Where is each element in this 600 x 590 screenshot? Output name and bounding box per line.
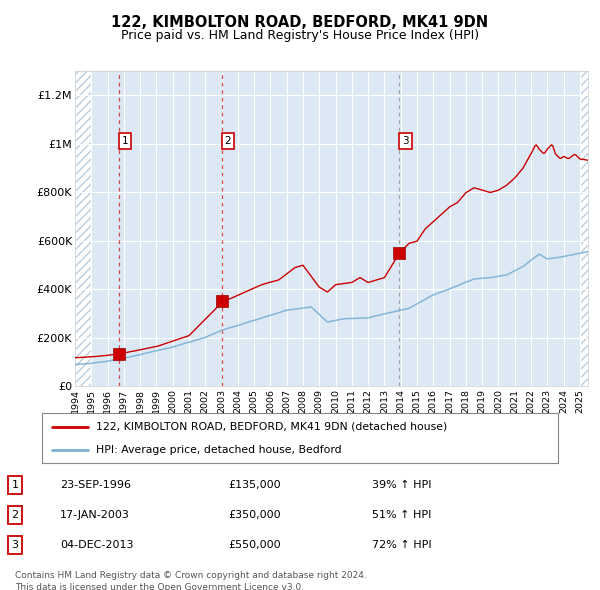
Text: 1: 1 — [122, 136, 128, 146]
Text: 3: 3 — [402, 136, 409, 146]
Bar — [580, 71, 588, 386]
Text: 17-JAN-2003: 17-JAN-2003 — [60, 510, 130, 520]
Text: 122, KIMBOLTON ROAD, BEDFORD, MK41 9DN (detached house): 122, KIMBOLTON ROAD, BEDFORD, MK41 9DN (… — [96, 421, 448, 431]
Text: 1: 1 — [11, 480, 19, 490]
Text: 72% ↑ HPI: 72% ↑ HPI — [372, 540, 431, 550]
Text: 3: 3 — [11, 540, 19, 550]
Text: 2: 2 — [11, 510, 19, 520]
Text: Contains HM Land Registry data © Crown copyright and database right 2024.: Contains HM Land Registry data © Crown c… — [15, 571, 367, 580]
Text: 04-DEC-2013: 04-DEC-2013 — [60, 540, 133, 550]
Text: Price paid vs. HM Land Registry's House Price Index (HPI): Price paid vs. HM Land Registry's House … — [121, 30, 479, 42]
Text: HPI: Average price, detached house, Bedford: HPI: Average price, detached house, Bedf… — [96, 445, 342, 455]
Text: £135,000: £135,000 — [228, 480, 281, 490]
Text: £550,000: £550,000 — [228, 540, 281, 550]
Bar — [75, 71, 91, 386]
Text: 23-SEP-1996: 23-SEP-1996 — [60, 480, 131, 490]
Text: 122, KIMBOLTON ROAD, BEDFORD, MK41 9DN: 122, KIMBOLTON ROAD, BEDFORD, MK41 9DN — [112, 15, 488, 30]
Text: This data is licensed under the Open Government Licence v3.0.: This data is licensed under the Open Gov… — [15, 583, 304, 590]
Text: 51% ↑ HPI: 51% ↑ HPI — [372, 510, 431, 520]
Text: £350,000: £350,000 — [228, 510, 281, 520]
Text: 2: 2 — [224, 136, 231, 146]
Text: 39% ↑ HPI: 39% ↑ HPI — [372, 480, 431, 490]
